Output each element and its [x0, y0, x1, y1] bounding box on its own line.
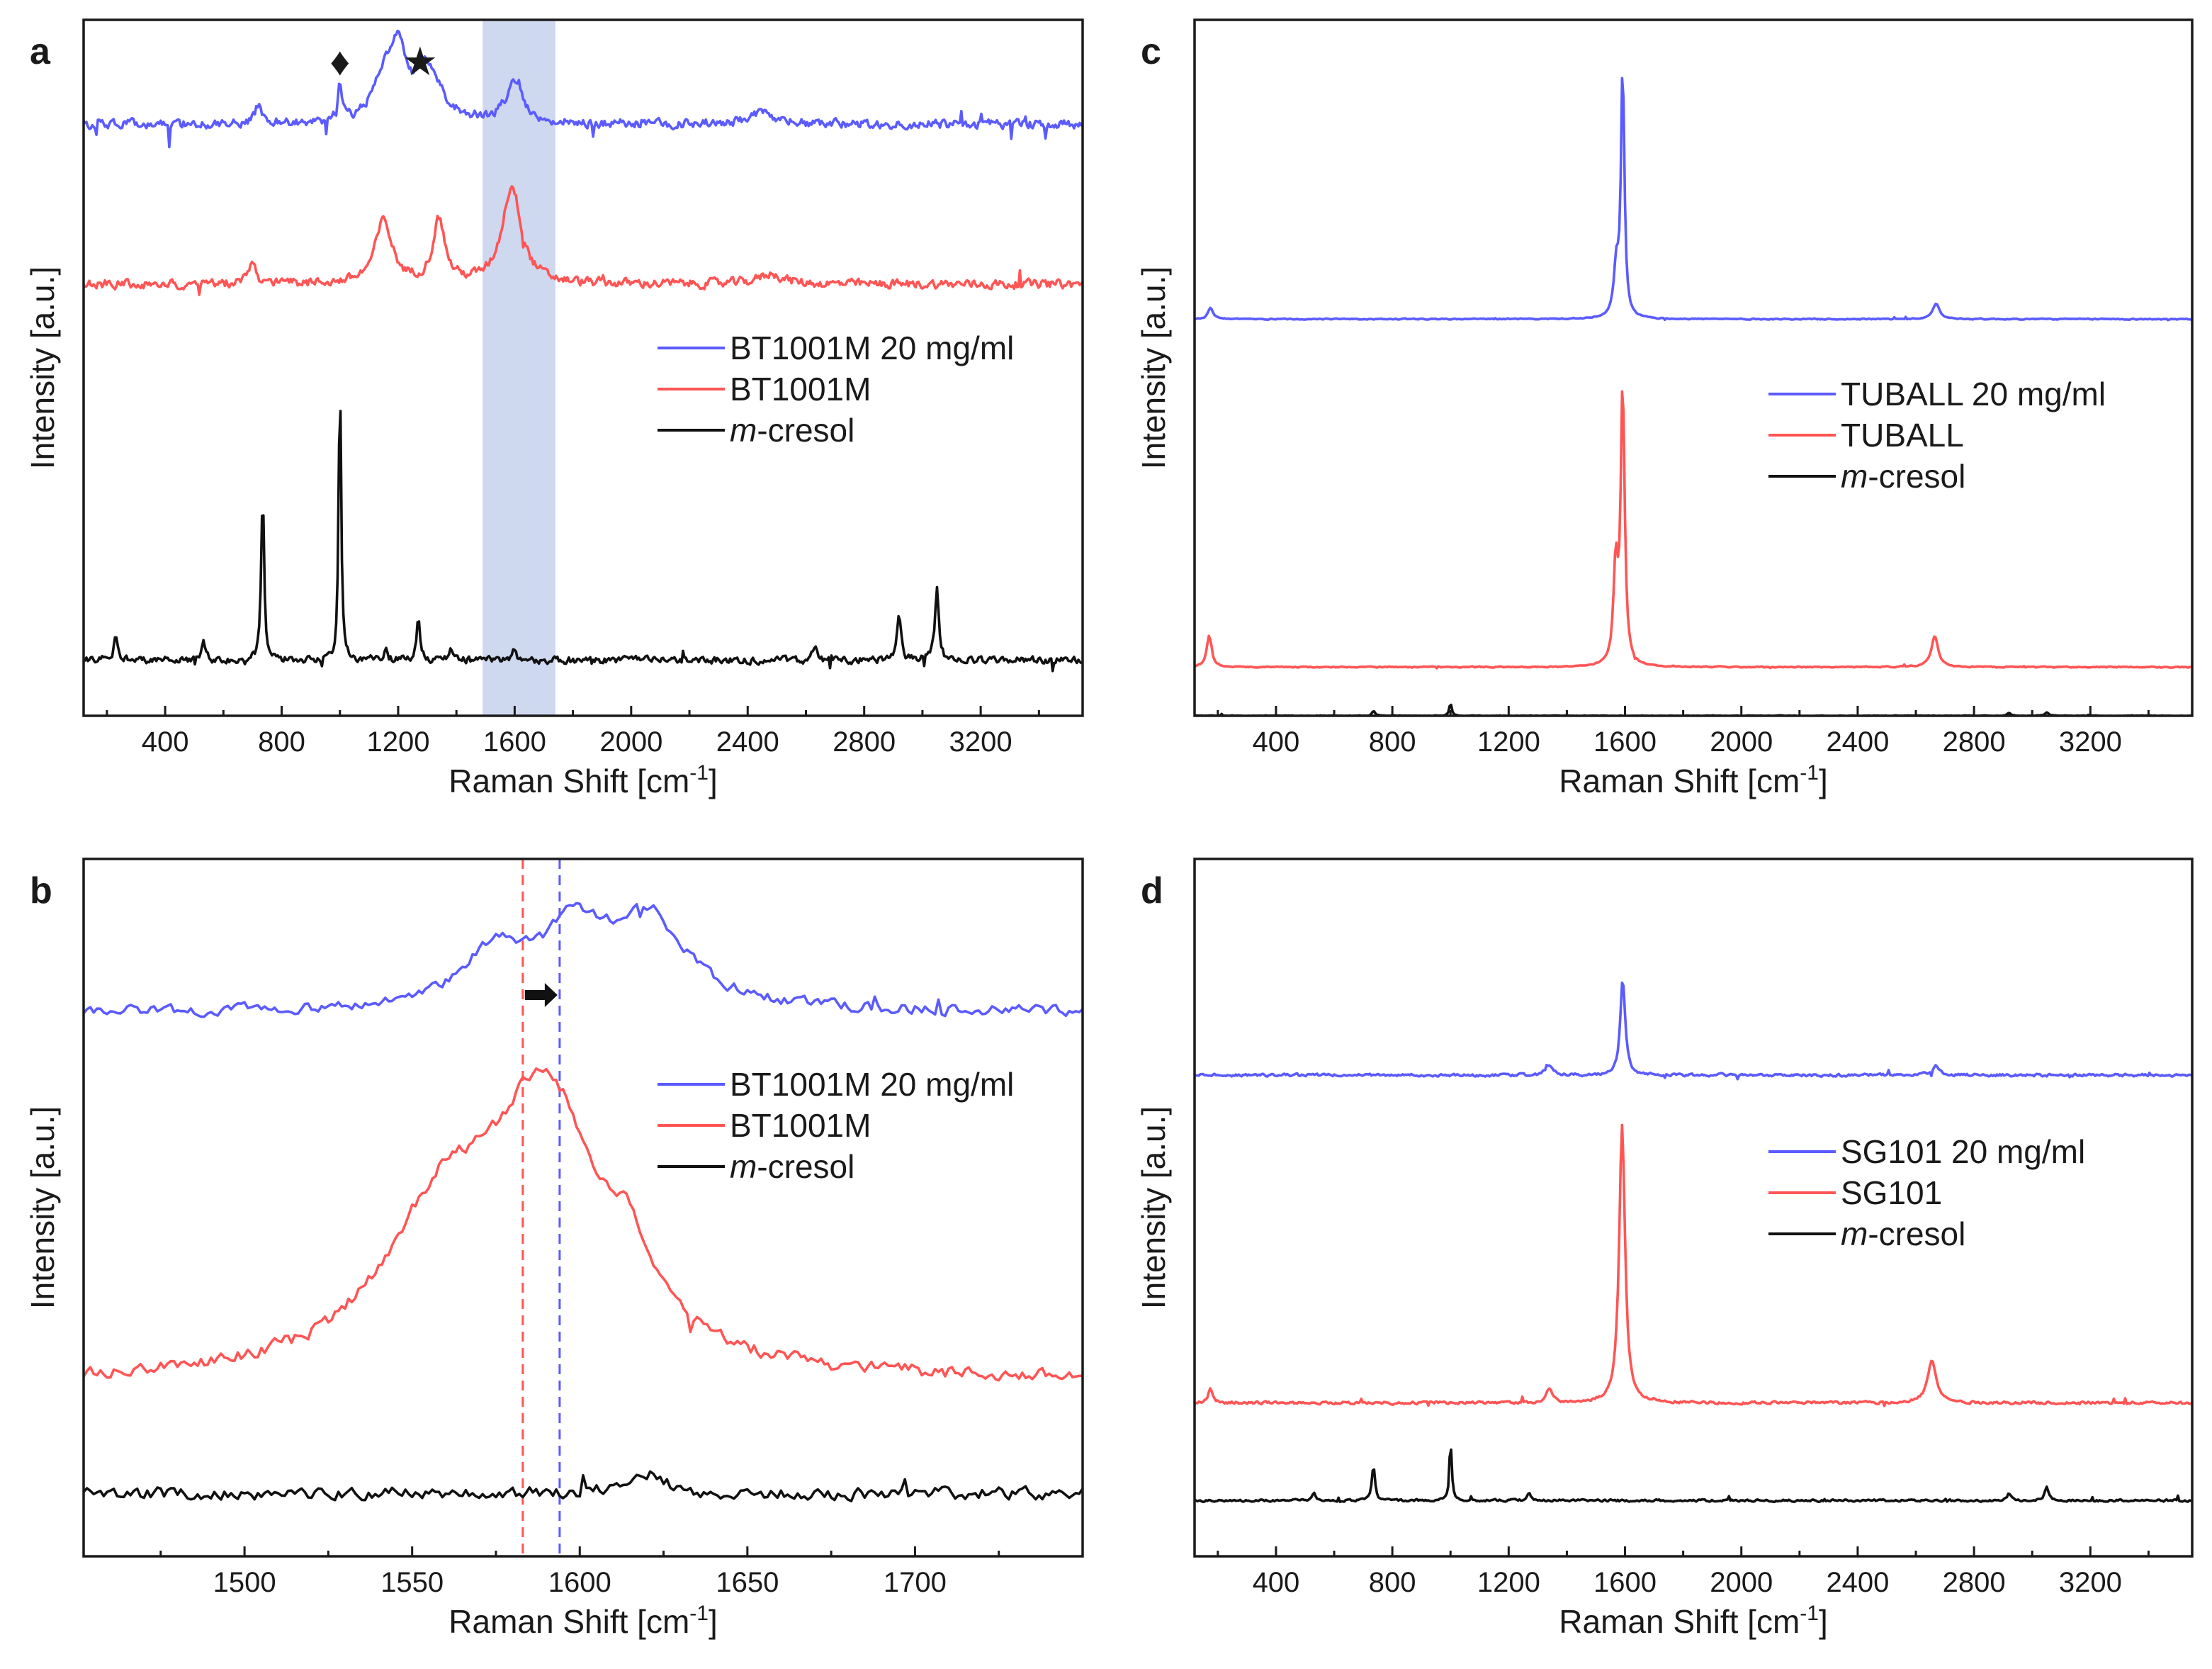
panel-letter: d [1141, 870, 1163, 911]
legend-entry: SG101 [1841, 1174, 1942, 1211]
panel-b: 1500 1550 1600 1650 1700 Raman Shift [cm-1] In… [24, 858, 1084, 1640]
series-line-red [84, 1067, 1083, 1382]
series-line-blue [84, 901, 1083, 1018]
x-tick-label: 1700 [884, 1567, 947, 1598]
shift-arrow-icon [524, 983, 558, 1007]
x-tick-label: 1600 [1593, 1567, 1657, 1598]
series-line-black [84, 1470, 1083, 1502]
x-tick-label: 800 [258, 726, 305, 758]
legend-entry: BT1001M 20 mg/ml [730, 330, 1014, 366]
plot-frame [82, 18, 1084, 717]
x-tick-label: 1650 [716, 1567, 779, 1598]
plot-frame [1193, 18, 2194, 717]
panel-a: 400 800 1200 1600 2000 2400 2800 3200 Raman Shif… [24, 18, 1084, 799]
x-tick-label: 1200 [366, 726, 429, 758]
legend-entry: m-cresol [1841, 458, 1965, 495]
legend-entry: BT1001M 20 mg/ml [730, 1066, 1014, 1103]
legend: TUBALL 20 mg/ml TUBALL m-cresol [1768, 376, 2106, 495]
x-tick-label: 2800 [833, 726, 896, 758]
star-marker-icon: ★ [402, 39, 438, 84]
x-tick-label: 2000 [1710, 726, 1773, 758]
y-axis-label: Intensity [a.u.] [1135, 266, 1172, 469]
series-line-red [1195, 1123, 2192, 1407]
x-tick-label: 3200 [949, 726, 1012, 758]
legend-entry: TUBALL 20 mg/ml [1841, 376, 2106, 412]
legend: BT1001M 20 mg/ml BT1001M m-cresol [658, 1066, 1014, 1185]
x-tick-label: 400 [1253, 1567, 1300, 1598]
x-tick-label: 2000 [1710, 1567, 1773, 1598]
legend-entry: SG101 20 mg/ml [1841, 1133, 2085, 1170]
y-axis-label: Intensity [a.u.] [1135, 1106, 1172, 1309]
legend-entry: TUBALL [1841, 417, 1964, 454]
x-tick-label: 1600 [1593, 726, 1657, 758]
x-tick-label: 1200 [1477, 726, 1540, 758]
x-tick-label: 400 [142, 726, 189, 758]
x-axis-label: Raman Shift [cm-1] [1559, 761, 1827, 799]
x-tick-label: 800 [1369, 726, 1416, 758]
series-line-blue [1195, 981, 2192, 1081]
x-axis-label: Raman Shift [cm-1] [1559, 1602, 1827, 1640]
panel-letter: b [30, 870, 52, 911]
panel-letter: a [30, 31, 51, 72]
x-tick-label: 400 [1253, 726, 1300, 758]
y-axis-label: Intensity [a.u.] [24, 1106, 61, 1309]
x-tick-label: 3200 [2059, 726, 2122, 758]
series-line-black [1195, 1448, 2192, 1503]
x-tick-label: 1200 [1477, 1567, 1540, 1598]
series-line-red [84, 185, 1083, 296]
x-tick-label: 2400 [1826, 1567, 1889, 1598]
panel-d: 400 800 1200 1600 2000 2400 2800 3200 Raman Shif… [1135, 858, 2194, 1640]
legend-entry: m-cresol [730, 1148, 854, 1185]
x-axis-label: Raman Shift [cm-1] [448, 1602, 717, 1640]
panel-c: 400 800 1200 1600 2000 2400 2800 3200 Raman Shif… [1135, 18, 2194, 799]
plot-frame [82, 858, 1084, 1558]
plot-frame [1193, 858, 2194, 1558]
x-tick-label: 2400 [716, 726, 779, 758]
panel-letter: c [1141, 31, 1161, 72]
x-tick-label: 1600 [548, 1567, 611, 1598]
diamond-marker-icon: ♦ [329, 39, 350, 84]
legend-entry: m-cresol [730, 412, 854, 449]
legend: SG101 20 mg/ml SG101 m-cresol [1768, 1133, 2085, 1252]
x-tick-label: 2400 [1826, 726, 1889, 758]
x-tick-label: 1500 [213, 1567, 276, 1598]
legend: BT1001M 20 mg/ml BT1001M m-cresol [658, 330, 1014, 449]
series-line-blue [84, 29, 1083, 149]
x-tick-label: 3200 [2059, 1567, 2122, 1598]
legend-entry: BT1001M [730, 371, 871, 408]
highlight-band [483, 20, 555, 716]
legend-entry: BT1001M [730, 1107, 871, 1144]
x-tick-label: 2800 [1943, 726, 2006, 758]
x-tick-label: 1550 [380, 1567, 444, 1598]
x-axis-label: Raman Shift [cm-1] [448, 761, 717, 799]
x-tick-label: 1600 [483, 726, 546, 758]
x-tick-label: 800 [1369, 1567, 1416, 1598]
series-line-red [1195, 390, 2192, 670]
y-axis-label: Intensity [a.u.] [24, 266, 61, 469]
series-line-black [84, 410, 1083, 673]
x-tick-label: 2800 [1943, 1567, 2006, 1598]
series-line-blue [1195, 77, 2192, 322]
x-tick-label: 2000 [599, 726, 662, 758]
legend-entry: m-cresol [1841, 1215, 1965, 1252]
